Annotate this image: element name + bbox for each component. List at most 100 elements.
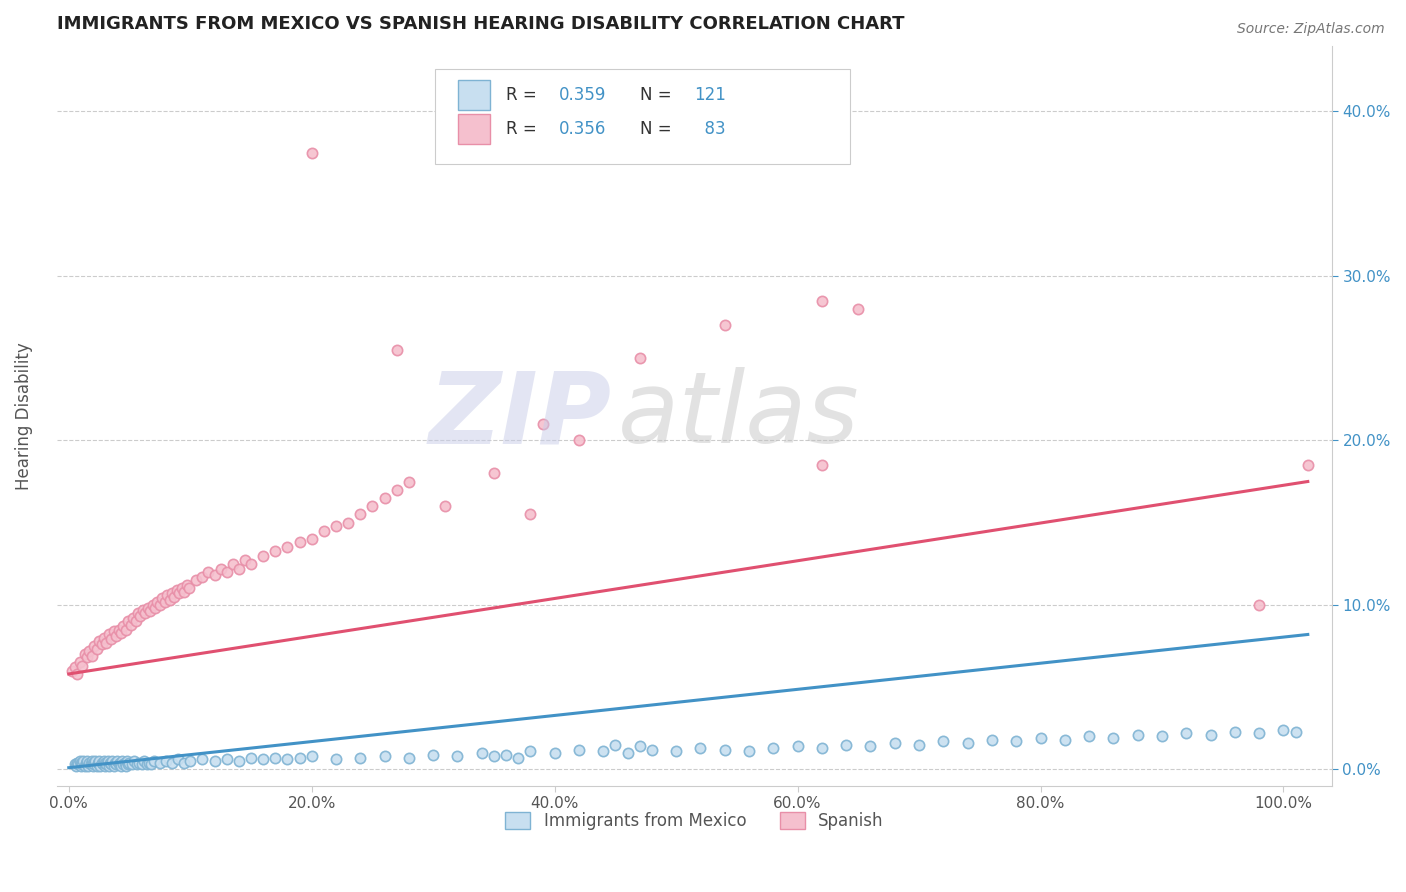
Point (689, 741, 711, 756)
Point (482, 467, 505, 481)
Point (288, 751, 311, 765)
Point (66, 667, 89, 681)
Point (252, 752, 274, 766)
Point (325, 519, 347, 533)
Point (508, 751, 530, 765)
Point (70, 759, 93, 773)
Point (136, 601, 159, 615)
Point (786, 739, 808, 754)
Point (167, 752, 190, 766)
Point (301, 749, 323, 764)
Point (301, 532, 323, 546)
Point (422, 747, 444, 762)
Point (115, 754, 138, 768)
Point (1285, 724, 1308, 739)
Point (142, 754, 165, 768)
Point (981, 732, 1004, 747)
Point (112, 619, 135, 633)
Point (124, 754, 146, 768)
Point (337, 516, 360, 530)
Point (149, 598, 172, 612)
Text: 0.359: 0.359 (560, 87, 606, 104)
Point (228, 754, 250, 768)
Point (713, 742, 735, 756)
Point (531, 417, 554, 431)
Point (91, 757, 114, 772)
Point (605, 738, 627, 752)
Text: 83: 83 (695, 120, 725, 138)
Point (252, 549, 274, 563)
Point (519, 71, 541, 86)
FancyBboxPatch shape (458, 80, 491, 110)
Text: 121: 121 (695, 87, 727, 104)
Point (349, 508, 371, 522)
Point (519, 508, 541, 522)
Point (105, 757, 128, 772)
Point (160, 756, 183, 770)
Point (67, 757, 90, 772)
Point (932, 734, 955, 748)
Point (222, 557, 245, 571)
Point (1296, 458, 1319, 472)
Point (98, 756, 121, 770)
Point (166, 583, 188, 598)
Point (122, 611, 145, 625)
Point (156, 588, 179, 602)
Point (835, 738, 858, 752)
Point (150, 591, 173, 606)
Point (105, 754, 128, 768)
Point (264, 543, 287, 558)
Point (75, 756, 97, 770)
Point (179, 754, 201, 768)
Point (628, 739, 651, 754)
Point (159, 593, 181, 607)
Point (83, 757, 105, 772)
Point (127, 606, 149, 620)
Point (73, 647, 96, 661)
Point (811, 741, 834, 756)
Point (82, 756, 104, 770)
Point (811, 293, 834, 308)
FancyBboxPatch shape (458, 114, 491, 145)
Point (325, 752, 347, 766)
Point (1150, 730, 1173, 744)
Point (100, 757, 122, 772)
Point (79, 756, 101, 770)
Point (79, 644, 101, 658)
Point (568, 742, 591, 756)
Point (1053, 732, 1076, 747)
Point (543, 746, 565, 760)
Point (134, 606, 156, 620)
Point (204, 754, 226, 768)
Point (628, 351, 651, 366)
Point (956, 736, 979, 750)
Point (143, 601, 166, 615)
Point (90, 637, 112, 651)
Point (94, 759, 117, 773)
Point (79, 757, 101, 772)
Point (1126, 728, 1149, 742)
Point (76, 754, 98, 768)
Point (846, 301, 869, 316)
Point (125, 757, 148, 772)
Point (169, 586, 191, 600)
Point (1249, 726, 1271, 740)
Point (111, 754, 134, 768)
Point (173, 756, 195, 770)
Point (153, 594, 176, 608)
Y-axis label: Hearing Disability: Hearing Disability (15, 342, 32, 490)
Point (131, 757, 153, 772)
Point (101, 754, 124, 768)
Point (177, 582, 200, 596)
Point (89, 757, 111, 772)
Point (374, 749, 396, 764)
Point (665, 744, 688, 758)
Point (70, 756, 93, 770)
Point (112, 757, 135, 772)
Point (115, 759, 138, 773)
Point (97, 754, 120, 768)
Point (100, 632, 122, 647)
Text: 0.356: 0.356 (560, 120, 606, 138)
Point (385, 343, 408, 357)
Point (83, 639, 105, 653)
